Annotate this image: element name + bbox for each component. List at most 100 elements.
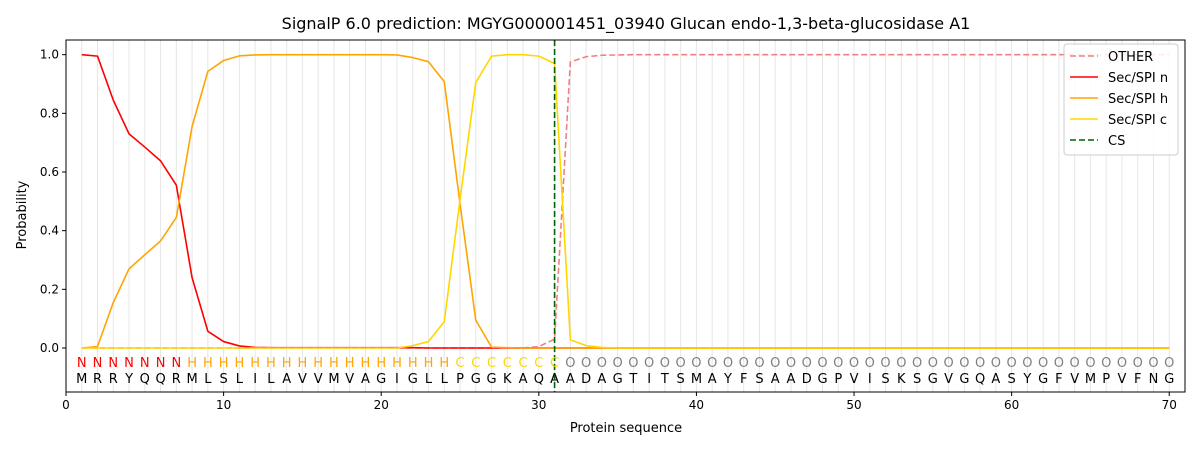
residue-label: F (1055, 372, 1062, 387)
residue-label: A (771, 372, 780, 387)
residue-label: R (109, 372, 118, 387)
residue-label: I (395, 372, 399, 387)
residue-label: G (959, 372, 969, 387)
residue-label: M (1085, 372, 1096, 387)
residue-label: S (755, 372, 763, 387)
region-label: O (1164, 356, 1174, 371)
residue-label: A (550, 372, 559, 387)
residue-label: A (361, 372, 370, 387)
residue-label: A (708, 372, 717, 387)
y-tick-label: 0.8 (40, 106, 59, 120)
region-label: O (802, 356, 812, 371)
residue-label: S (1008, 372, 1016, 387)
residue-label: D (581, 372, 591, 387)
series-line (81, 53, 1170, 349)
residue-label: A (566, 372, 575, 387)
residue-label: T (628, 372, 637, 387)
residue-label: G (1038, 372, 1048, 387)
region-label: H (376, 356, 386, 371)
region-label: O (723, 356, 733, 371)
residue-label: G (928, 372, 938, 387)
residue-label: P (1102, 372, 1110, 387)
region-label: O (786, 356, 796, 371)
residue-label: A (519, 372, 528, 387)
region-label: O (1101, 356, 1111, 371)
x-tick-label: 40 (689, 398, 704, 412)
residue-label: S (219, 372, 227, 387)
residue-label: M (76, 372, 87, 387)
legend-box (1063, 43, 1179, 156)
residue-label: A (991, 372, 1000, 387)
region-label: O (849, 356, 859, 371)
x-axis-label: Protein sequence (570, 421, 682, 436)
residue-label: Q (534, 372, 544, 387)
residue-label: R (93, 372, 102, 387)
series-lines (81, 53, 1170, 349)
residue-label: L (204, 372, 212, 387)
x-tick-label: 10 (216, 398, 231, 412)
residue-label: P (456, 372, 464, 387)
residue-label: V (345, 372, 354, 387)
legend-label: Sec/SPI n (1108, 71, 1168, 86)
y-tick-label: 0.2 (40, 282, 59, 296)
axes-frame (65, 39, 1186, 393)
region-label: O (1038, 356, 1048, 371)
legend-label: OTHER (1108, 50, 1153, 65)
residue-label: Y (723, 372, 732, 387)
y-tick-label: 0.4 (40, 224, 59, 238)
residue-label: G (471, 372, 481, 387)
region-label: H (219, 356, 229, 371)
residue-label: I (253, 372, 257, 387)
region-label: N (77, 356, 87, 371)
residue-label: F (1134, 372, 1141, 387)
residue-label: F (740, 372, 747, 387)
region-label: O (959, 356, 969, 371)
region-label: O (565, 356, 575, 371)
residue-label: L (236, 372, 244, 387)
region-label: O (739, 356, 749, 371)
region-label: N (171, 356, 181, 371)
region-label: C (503, 356, 512, 371)
x-tick-label: 60 (1004, 398, 1019, 412)
y-tick-label: 0.6 (40, 165, 59, 179)
region-label: H (424, 356, 434, 371)
region-label: O (975, 356, 985, 371)
region-label: O (628, 356, 638, 371)
y-axis-label: Probability (15, 180, 30, 249)
region-label: O (1148, 356, 1158, 371)
residue-label: L (441, 372, 449, 387)
residue-label: V (314, 372, 323, 387)
region-label: C (487, 356, 496, 371)
region-label: O (912, 356, 922, 371)
residue-label: Q (140, 372, 150, 387)
axis-ticks: 0 10 20 30 40 50 60 70 0.0 0.2 0.4 0.6 0.8 1.0 (40, 48, 1177, 412)
series-line (81, 53, 1170, 349)
x-tick-label: 50 (846, 398, 861, 412)
residue-label: L (267, 372, 275, 387)
region-label: H (282, 356, 292, 371)
y-tick-label: 0.0 (40, 341, 59, 355)
region-label: O (754, 356, 764, 371)
residue-label: N (1149, 372, 1159, 387)
legend-label: Sec/SPI h (1108, 92, 1168, 107)
y-tick-label: 1.0 (40, 48, 59, 62)
region-label: O (833, 356, 843, 371)
region-label: O (581, 356, 591, 371)
region-label: H (361, 356, 371, 371)
region-label: O (943, 356, 953, 371)
residue-label: D (802, 372, 812, 387)
region-label: O (707, 356, 717, 371)
residue-label: M (691, 372, 702, 387)
grid-lines (81, 40, 1170, 392)
series-line (81, 53, 1170, 349)
region-label: O (1007, 356, 1017, 371)
residue-label: I (647, 372, 651, 387)
residue-label: A (282, 372, 291, 387)
residue-label: V (944, 372, 953, 387)
region-label: O (991, 356, 1001, 371)
residue-label: S (677, 372, 685, 387)
region-label: O (817, 356, 827, 371)
x-tick-label: 70 (1162, 398, 1177, 412)
residue-label: V (850, 372, 859, 387)
